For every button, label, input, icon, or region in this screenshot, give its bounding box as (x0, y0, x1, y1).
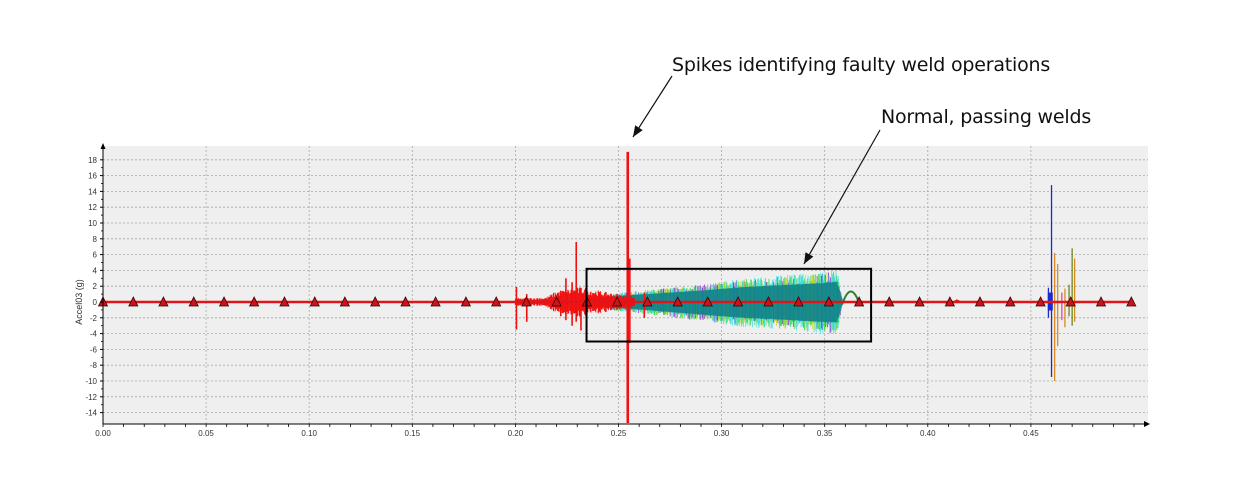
x-tick-label: 0.40 (920, 429, 936, 438)
triangle-marker (974, 296, 986, 307)
triangle-marker (551, 296, 562, 307)
triangle-marker (158, 296, 169, 307)
y-tick-label: 10 (88, 219, 97, 228)
triangle-marker (763, 296, 774, 307)
y-tick-label: 18 (88, 156, 97, 165)
x-tick-label: 0.15 (405, 429, 421, 438)
y-axis-title: Accel03 (g) (74, 279, 84, 325)
y-tick-label: -6 (90, 345, 98, 354)
axes: 18 16 14 12 10 8 6 4 2 0 -2 -4 -6 -8 -10 -12 -14 0.00 0.05… (85, 143, 1150, 438)
y-tick-label: -10 (85, 377, 97, 386)
y-tick-label: -8 (90, 361, 98, 370)
y-tick-label: 2 (93, 282, 98, 291)
series-layer (514, 151, 1076, 423)
plot-area (103, 146, 1148, 424)
x-tick-label: 0.00 (95, 429, 111, 438)
triangle-marker (914, 296, 925, 307)
y-tick-label: -14 (85, 409, 97, 418)
late-spikes (1047, 185, 1076, 381)
triangle-marker (1005, 296, 1016, 307)
triangle-marker (521, 296, 532, 307)
triangle-marker (1095, 296, 1107, 307)
triangle-marker (491, 296, 502, 307)
arrowhead-icon (804, 252, 814, 264)
triangle-marker (853, 296, 865, 307)
triangle-marker (279, 296, 290, 307)
triangle-marker (732, 296, 744, 307)
annotation-faulty-welds: Spikes identifying faulty weld operation… (672, 54, 1051, 76)
triangle-marker (702, 296, 713, 307)
annotation-arrows (632, 75, 881, 265)
triangle-marker (128, 296, 139, 307)
triangle-marker (309, 296, 320, 307)
x-tick-label: 0.45 (1023, 429, 1039, 438)
triangle-marker (339, 296, 351, 307)
y-tick-label: 12 (88, 203, 97, 212)
triangle-marker (370, 296, 381, 307)
triangle-marker (884, 296, 895, 307)
triangle-marker (1065, 296, 1076, 307)
x-tick-label: 0.30 (714, 429, 730, 438)
triangle-marker (460, 296, 472, 307)
triangle-marker (1126, 296, 1137, 307)
y-tick-label: 6 (93, 251, 98, 260)
triangle-marker (672, 296, 683, 307)
triangle-marker (400, 296, 411, 307)
triangle-marker (218, 296, 230, 307)
y-tick-label: 14 (88, 187, 97, 196)
highlight-box (585, 267, 873, 343)
triangle-marker (188, 296, 199, 307)
normal-welds-box (585, 267, 873, 343)
arrowhead-icon (633, 125, 643, 137)
x-tick-label: 0.25 (611, 429, 627, 438)
y-tick-label: -12 (85, 393, 97, 402)
triangle-marker (793, 296, 804, 307)
triangle-marker (944, 296, 956, 307)
x-tick-label: 0.10 (301, 429, 317, 438)
annotation-arrow (803, 129, 881, 265)
x-axis-arrow-icon (1144, 421, 1150, 427)
triangle-markers (97, 296, 1137, 307)
y-tick-label: -2 (90, 314, 98, 323)
triangle-marker (611, 296, 623, 307)
x-tick-label: 0.35 (817, 429, 833, 438)
y-tick-label: -4 (90, 330, 98, 339)
y-tick-label: 8 (93, 235, 98, 244)
x-tick-label: 0.05 (198, 429, 214, 438)
x-tick-label: 0.20 (508, 429, 524, 438)
triangle-marker (430, 296, 441, 307)
annotation-arrow (632, 75, 673, 138)
triangle-marker (823, 296, 834, 307)
annotation-passing-welds: Normal, passing welds (881, 106, 1092, 128)
y-tick-label: 4 (93, 266, 98, 275)
triangle-marker (642, 296, 653, 307)
triangle-marker (1035, 296, 1046, 307)
triangle-marker (248, 296, 260, 307)
y-tick-label: 0 (93, 298, 98, 307)
y-axis-arrow-icon (100, 143, 106, 149)
y-tick-label: 16 (88, 172, 97, 181)
